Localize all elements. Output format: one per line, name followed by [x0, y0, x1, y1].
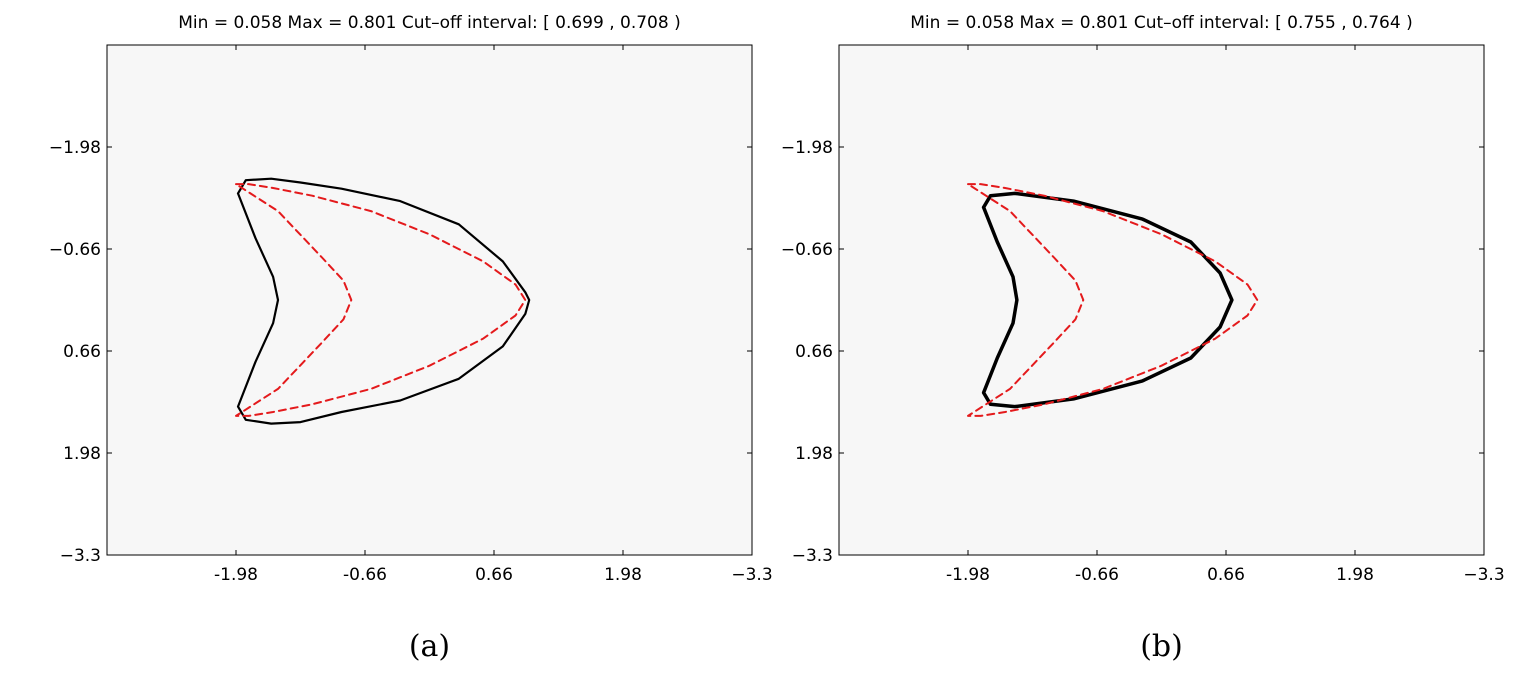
x-tick-label: -1.98 [214, 565, 258, 585]
x-tick-label: -1.98 [946, 565, 990, 585]
x-tick-label: -0.66 [343, 565, 387, 585]
solid-contour-curve [981, 191, 1234, 409]
x-tick-label: 1.98 [1336, 565, 1374, 585]
x-tick-label: 1.98 [604, 565, 642, 585]
y-tick-label: −1.98 [49, 138, 101, 158]
panel-a-ticks: -1.98 -0.66 0.66 1.98 −3.3 −1.98 −0.66 0.66 1.98… [49, 45, 773, 585]
panel-b-series [967, 183, 1259, 417]
y-tick-label: −3.3 [792, 546, 833, 566]
x-tick-label: −3.3 [1463, 565, 1504, 585]
panel-a-series [235, 177, 531, 425]
dashed-reference-curve [967, 183, 1259, 417]
panel-a-plot-area [106, 44, 753, 556]
x-tick-label: −3.3 [731, 565, 772, 585]
panel-a-title: Min = 0.058 Max = 0.801 Cut–off interval… [178, 13, 680, 33]
y-tick-label: 0.66 [63, 342, 101, 362]
y-tick-label: −3.3 [60, 546, 101, 566]
panel-b-ticks: -1.98 -0.66 0.66 1.98 −3.3 −1.98 −0.66 0.66 1.98… [781, 45, 1505, 585]
y-tick-label: 1.98 [795, 444, 833, 464]
panel-a-caption: (a) [409, 629, 450, 664]
y-tick-label: −0.66 [781, 240, 833, 260]
y-tick-label: 0.66 [795, 342, 833, 362]
solid-contour-curve [236, 177, 531, 425]
y-tick-label: −1.98 [781, 138, 833, 158]
panel-b-plot-area [838, 44, 1485, 556]
y-tick-label: 1.98 [63, 444, 101, 464]
panel-b-caption: (b) [1140, 629, 1183, 664]
x-tick-label: -0.66 [1075, 565, 1119, 585]
panel-a: Min = 0.058 Max = 0.801 Cut–off interval… [49, 13, 773, 664]
x-tick-label: 0.66 [475, 565, 513, 585]
panel-b: Min = 0.058 Max = 0.801 Cut–off interval… [781, 13, 1505, 664]
y-tick-label: −0.66 [49, 240, 101, 260]
x-tick-label: 0.66 [1207, 565, 1245, 585]
panel-b-title: Min = 0.058 Max = 0.801 Cut–off interval… [910, 13, 1412, 33]
dashed-reference-curve [235, 183, 527, 417]
